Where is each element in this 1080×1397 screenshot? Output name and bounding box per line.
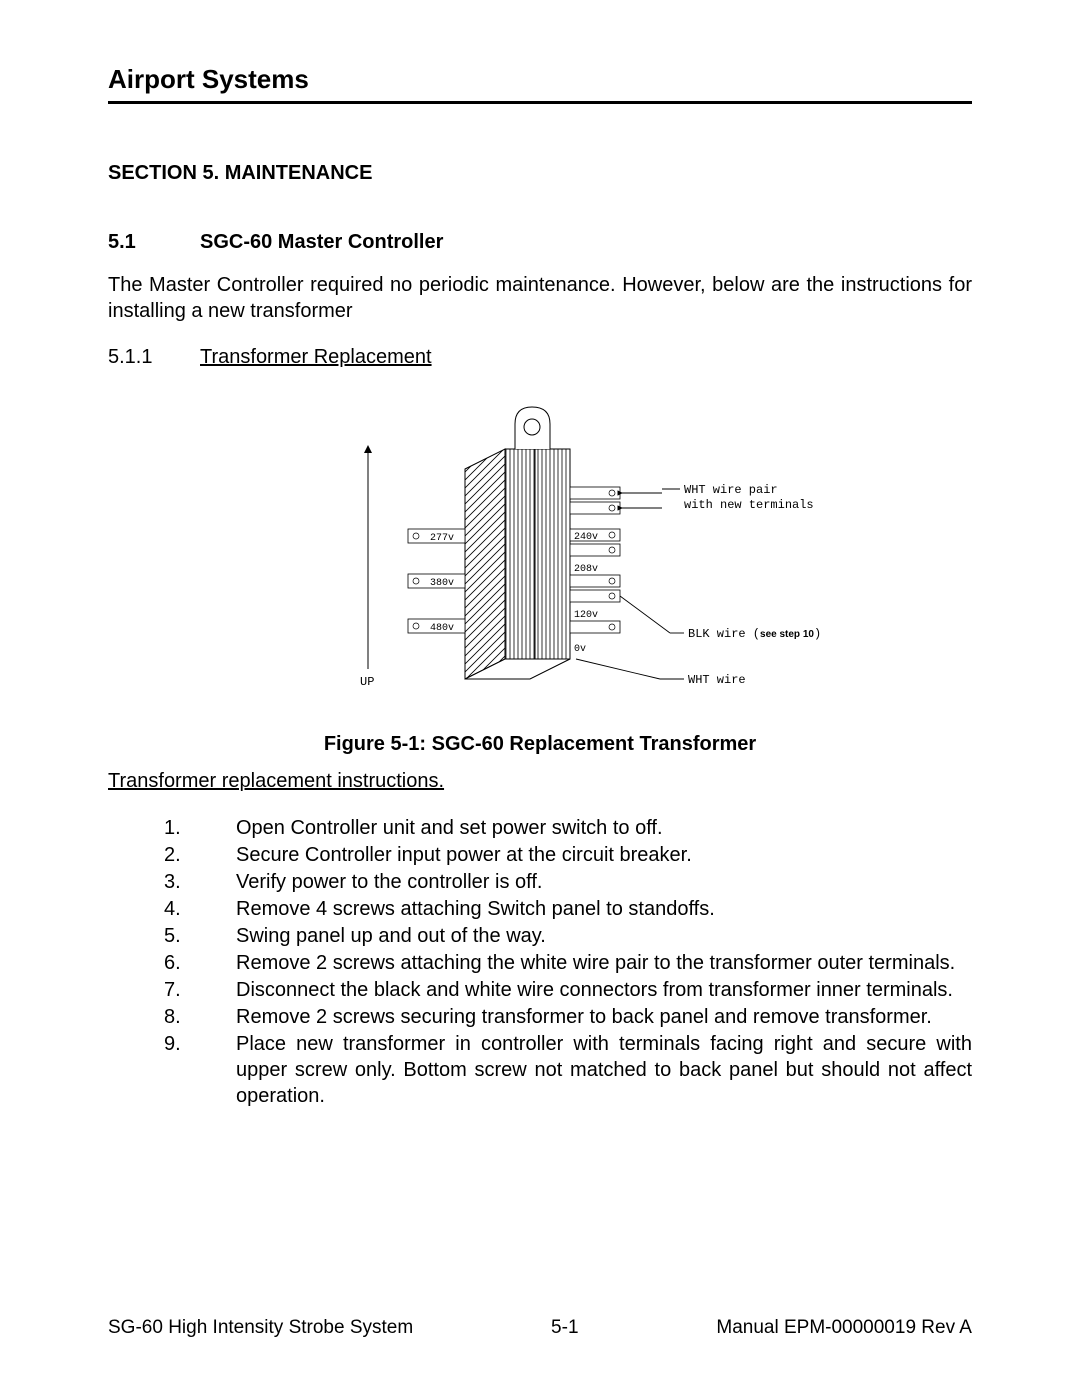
step-text: Remove 2 screws attaching the white wire… (236, 950, 972, 976)
instruction-steps: 1.Open Controller unit and set power swi… (164, 815, 972, 1109)
svg-text:0v: 0v (574, 644, 586, 655)
instruction-step: 7.Disconnect the black and white wire co… (164, 977, 972, 1003)
instruction-step: 4.Remove 4 screws attaching Switch panel… (164, 896, 972, 922)
step-number: 5. (164, 923, 236, 949)
step-text: Secure Controller input power at the cir… (236, 842, 972, 868)
svg-text:277v: 277v (430, 533, 454, 544)
step-text: Remove 4 screws attaching Switch panel t… (236, 896, 972, 922)
instruction-step: 8.Remove 2 screws securing transformer t… (164, 1004, 972, 1030)
step-number: 1. (164, 815, 236, 841)
step-number: 2. (164, 842, 236, 868)
subsection-heading: 5.1 SGC-60 Master Controller (108, 231, 972, 254)
footer-left: SG-60 High Intensity Strobe System (108, 1317, 413, 1339)
step-number: 6. (164, 950, 236, 976)
svg-text:480v: 480v (430, 623, 454, 634)
step-number: 8. (164, 1004, 236, 1030)
step-text: Swing panel up and out of the way. (236, 923, 972, 949)
subsubsection-number: 5.1.1 (108, 346, 200, 369)
callout-wht-pair-line1: WHT wire pair (684, 483, 778, 497)
right-terminals: 240v 208v 120v 0v (570, 487, 620, 655)
instruction-step: 9.Place new transformer in controller wi… (164, 1031, 972, 1109)
step-text: Place new transformer in controller with… (236, 1031, 972, 1109)
instruction-step: 2.Secure Controller input power at the c… (164, 842, 972, 868)
svg-text:120v: 120v (574, 610, 598, 621)
step-number: 9. (164, 1031, 236, 1109)
page-header: Airport Systems (108, 64, 972, 104)
instruction-step: 6.Remove 2 screws attaching the white wi… (164, 950, 972, 976)
svg-text:208v: 208v (574, 564, 598, 575)
figure-caption: Figure 5-1: SGC-60 Replacement Transform… (108, 733, 972, 756)
svg-text:240v: 240v (574, 532, 598, 543)
step-text: Verify power to the controller is off. (236, 869, 972, 895)
svg-text:380v: 380v (430, 578, 454, 589)
step-number: 7. (164, 977, 236, 1003)
subsection-number: 5.1 (108, 231, 200, 254)
section-title: SECTION 5. MAINTENANCE (108, 162, 972, 185)
instruction-step: 3.Verify power to the controller is off. (164, 869, 972, 895)
step-text: Remove 2 screws securing transformer to … (236, 1004, 972, 1030)
subsubsection-title: Transformer Replacement (200, 346, 432, 369)
callout-blk-wire: BLK wire (see step 10) (688, 627, 820, 641)
step-number: 3. (164, 869, 236, 895)
intro-paragraph: The Master Controller required no period… (108, 272, 972, 324)
instruction-step: 5.Swing panel up and out of the way. (164, 923, 972, 949)
left-terminals: 277v 380v 480v (408, 529, 465, 634)
step-text: Disconnect the black and white wire conn… (236, 977, 972, 1003)
callout-wht-pair-line2: with new terminals (684, 498, 814, 512)
subsubsection-heading: 5.1.1 Transformer Replacement (108, 346, 972, 369)
instruction-step: 1.Open Controller unit and set power swi… (164, 815, 972, 841)
subsection-title: SGC-60 Master Controller (200, 231, 443, 254)
instructions-title: Transformer replacement instructions. (108, 770, 972, 793)
step-text: Open Controller unit and set power switc… (236, 815, 972, 841)
transformer-diagram: UP 277v 380v 480v (260, 389, 820, 709)
callout-wht-wire: WHT wire (688, 673, 746, 687)
page-footer: SG-60 High Intensity Strobe System 5-1 M… (108, 1317, 972, 1339)
footer-center: 5-1 (551, 1317, 578, 1339)
figure-container: UP 277v 380v 480v (108, 389, 972, 709)
step-number: 4. (164, 896, 236, 922)
footer-right: Manual EPM-00000019 Rev A (716, 1317, 972, 1339)
up-label: UP (360, 675, 374, 689)
